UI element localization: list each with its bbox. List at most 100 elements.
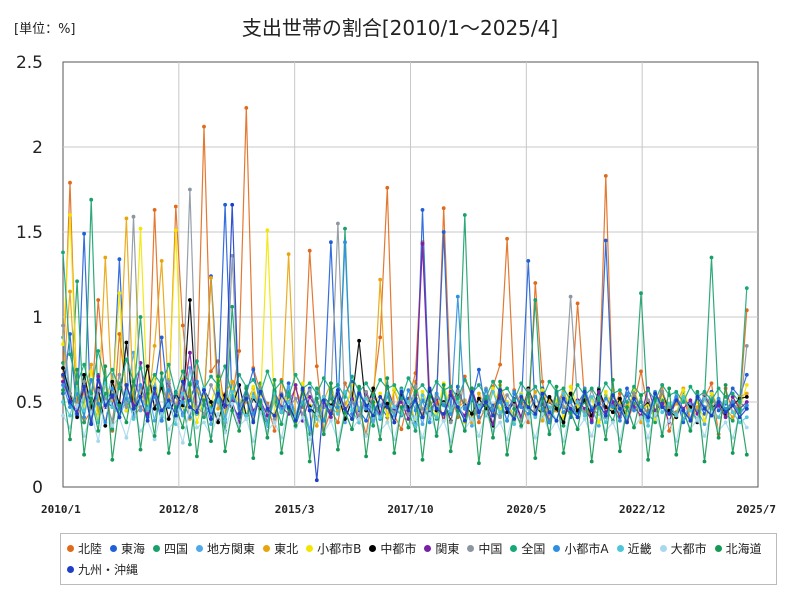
data-point — [188, 187, 192, 192]
data-point — [314, 391, 319, 396]
data-point — [385, 376, 390, 381]
data-point — [596, 420, 601, 425]
data-point — [223, 202, 228, 207]
data-point — [688, 408, 693, 413]
data-point — [455, 400, 460, 404]
data-point — [441, 412, 446, 416]
data-point — [639, 369, 643, 374]
data-point — [286, 405, 291, 409]
data-point — [484, 400, 488, 404]
data-point — [202, 412, 206, 416]
data-point — [505, 236, 509, 241]
data-point — [188, 405, 192, 409]
data-point — [230, 408, 235, 413]
data-point — [138, 395, 143, 399]
data-point — [392, 383, 397, 387]
data-point — [709, 381, 714, 386]
data-point — [138, 429, 143, 433]
data-point — [406, 425, 411, 430]
data-point — [251, 420, 256, 425]
data-point — [730, 386, 735, 391]
data-point — [364, 418, 368, 423]
data-point — [124, 216, 129, 221]
data-point — [357, 413, 361, 418]
data-point — [293, 418, 298, 423]
data-point — [568, 384, 573, 389]
data-point — [611, 393, 615, 398]
data-point — [533, 415, 538, 420]
data-point — [716, 408, 721, 413]
data-point — [364, 396, 368, 401]
data-point — [110, 386, 115, 391]
data-point — [385, 401, 390, 406]
data-point — [279, 451, 284, 455]
data-point — [173, 204, 178, 209]
data-point — [625, 386, 629, 391]
legend-label: 中国 — [478, 542, 503, 556]
data-point — [505, 410, 509, 415]
data-point — [343, 406, 347, 411]
data-point — [498, 420, 502, 425]
data-point — [625, 420, 629, 425]
data-point — [462, 418, 467, 423]
data-point — [434, 379, 439, 384]
data-point — [498, 415, 502, 420]
data-point — [519, 423, 524, 428]
data-point — [561, 451, 566, 455]
data-point — [343, 226, 347, 231]
data-point — [533, 412, 538, 416]
data-point — [561, 391, 566, 396]
data-point — [674, 398, 679, 403]
data-point — [674, 389, 679, 394]
data-point — [533, 395, 538, 399]
data-point — [68, 413, 72, 418]
data-point — [744, 406, 749, 411]
data-point — [730, 400, 735, 404]
data-point — [152, 418, 157, 423]
data-point — [723, 383, 728, 387]
data-point — [364, 454, 368, 459]
data-point — [307, 395, 312, 399]
data-point — [293, 383, 298, 387]
data-point — [519, 395, 524, 399]
data-point — [152, 344, 157, 348]
data-point — [96, 374, 101, 379]
data-point — [589, 386, 594, 391]
data-point — [406, 408, 411, 413]
data-point — [434, 406, 439, 411]
data-point — [371, 418, 376, 423]
data-point — [343, 389, 347, 394]
data-point — [329, 405, 333, 409]
data-point — [448, 412, 453, 416]
data-point — [674, 452, 679, 457]
data-point — [681, 395, 686, 399]
data-point — [477, 396, 481, 401]
data-point — [702, 418, 707, 423]
data-point — [695, 417, 700, 421]
data-point — [667, 418, 672, 423]
data-point — [385, 420, 390, 425]
data-point — [230, 202, 235, 207]
x-tick-label: 2020/5 — [506, 503, 546, 516]
data-point — [688, 429, 693, 433]
data-point — [329, 381, 333, 386]
data-point — [216, 374, 221, 379]
data-point — [681, 420, 686, 425]
data-point — [350, 417, 354, 421]
data-point — [364, 406, 368, 411]
data-point — [484, 388, 488, 392]
data-point — [420, 208, 425, 212]
y-tick-label: 2 — [32, 138, 43, 158]
data-point — [159, 408, 164, 413]
x-tick-label: 2025/7 — [736, 503, 776, 516]
data-point — [498, 388, 502, 392]
data-point — [462, 406, 467, 411]
data-point — [512, 422, 517, 426]
y-tick-label: 2.5 — [16, 53, 43, 73]
data-point — [96, 429, 101, 433]
data-point — [547, 410, 552, 415]
data-point — [477, 383, 481, 387]
data-point — [237, 349, 242, 353]
data-point — [251, 456, 256, 460]
legend-item: 近畿 — [616, 538, 652, 559]
